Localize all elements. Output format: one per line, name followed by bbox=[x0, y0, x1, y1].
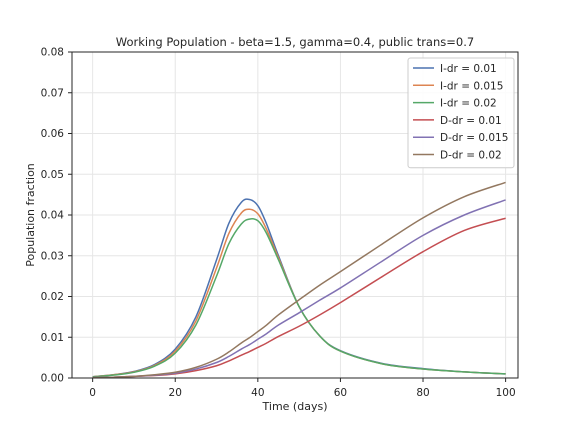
series-lines bbox=[92, 181, 506, 379]
y-tick-label: 0.02 bbox=[41, 291, 64, 303]
y-tick-label: 0.08 bbox=[41, 47, 64, 59]
y-tick-label: 0.00 bbox=[41, 373, 64, 385]
x-tick-label: 20 bbox=[169, 387, 182, 399]
x-tick-label: 0 bbox=[89, 387, 96, 399]
y-tick-label: 0.03 bbox=[41, 250, 64, 262]
legend-label: I-dr = 0.01 bbox=[440, 63, 497, 75]
series-line-3 bbox=[92, 218, 506, 378]
legend-box bbox=[407, 57, 515, 169]
x-tick-label: 80 bbox=[416, 387, 429, 399]
y-axis-label: Population fraction bbox=[24, 163, 37, 267]
y-tick-label: 0.01 bbox=[41, 332, 64, 344]
legend: I-dr = 0.01 I-dr = 0.015 I-dr = 0.02 D-dr =… bbox=[407, 57, 515, 169]
chart-title: Working Population - beta=1.5, gamma=0.4… bbox=[116, 35, 474, 49]
legend-label: D-dr = 0.02 bbox=[440, 150, 502, 162]
x-tick-label: 60 bbox=[334, 387, 347, 399]
legend-label: D-dr = 0.01 bbox=[440, 115, 502, 127]
x-tick-label: 40 bbox=[251, 387, 264, 399]
y-tick-label: 0.06 bbox=[41, 128, 65, 140]
legend-label: I-dr = 0.015 bbox=[440, 80, 503, 92]
x-axis-label: Time (days) bbox=[262, 400, 328, 413]
y-tick-label: 0.07 bbox=[41, 87, 64, 99]
legend-label: I-dr = 0.02 bbox=[440, 98, 497, 110]
series-line-6 bbox=[92, 181, 506, 379]
y-tick-label: 0.05 bbox=[41, 169, 64, 181]
y-tick-label: 0.04 bbox=[41, 210, 65, 222]
axis-ticks: 0 20 40 60 80 100 0.00 0.01 0.02 0.03 0.04 0.05 0.06… bbox=[41, 47, 516, 400]
legend-label: D-dr = 0.015 bbox=[440, 132, 508, 144]
x-tick-label: 100 bbox=[496, 387, 516, 399]
